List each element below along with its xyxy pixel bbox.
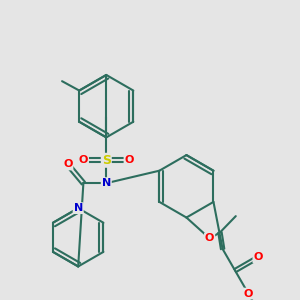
Text: O: O: [79, 155, 88, 165]
Text: O: O: [244, 289, 253, 298]
Text: O: O: [254, 252, 263, 262]
Text: O: O: [124, 155, 134, 165]
Text: N: N: [74, 203, 83, 213]
Text: N: N: [102, 178, 111, 188]
Text: O: O: [205, 233, 214, 243]
Text: S: S: [102, 154, 111, 167]
Text: O: O: [63, 160, 73, 170]
